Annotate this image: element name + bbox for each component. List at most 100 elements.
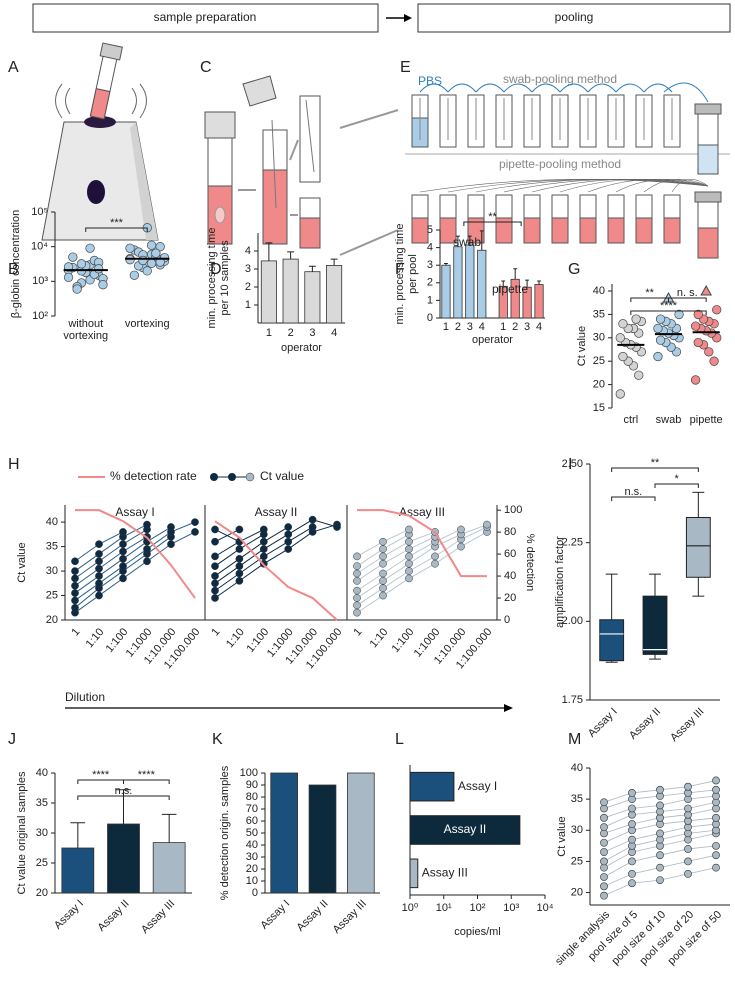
vortexer-shade [130, 122, 158, 240]
error-bar [330, 258, 338, 266]
data-point [618, 351, 628, 362]
data-point [655, 314, 666, 324]
ct-point [308, 523, 317, 531]
ct-line [356, 531, 488, 614]
significance-bracket [611, 467, 699, 472]
ct-line [214, 524, 338, 599]
ct-line [74, 536, 148, 587]
transfer-arc [587, 83, 617, 93]
liquid [411, 217, 429, 244]
ct-point [143, 520, 151, 529]
bar [308, 784, 337, 894]
swab [271, 119, 277, 209]
significance-label: ** [488, 211, 497, 223]
dilution-arrowhead [504, 704, 513, 712]
error-bar [467, 235, 472, 245]
error-bar [287, 251, 295, 260]
data-point [63, 262, 74, 272]
panel-title: Assay I [115, 505, 154, 519]
y-tick-label: 20 [46, 614, 58, 626]
y-tick-label: 2 [427, 277, 433, 289]
transfer-arc [503, 178, 709, 193]
sample-point [600, 857, 608, 866]
x-tick-label: Assay I [586, 706, 620, 740]
error-bar [513, 268, 518, 280]
sample-point [656, 863, 664, 872]
significance-label: *** [110, 217, 124, 229]
data-point [653, 323, 663, 334]
ct-point [95, 564, 103, 573]
header-arrowhead [404, 14, 412, 22]
y-tick-label: 1.75 [562, 694, 583, 706]
y-tick-label: 40 [46, 516, 58, 528]
y-tick-label: 35 [571, 793, 583, 805]
data-point [68, 252, 78, 262]
significance-label: **** [660, 300, 678, 312]
ct-point [119, 528, 127, 536]
ct-point [353, 577, 361, 585]
sample-point [712, 785, 720, 794]
data-point [146, 240, 157, 250]
legend-label: % detection rate [110, 469, 197, 483]
data-point [674, 309, 684, 320]
y-axis-label: Ct value [576, 326, 588, 366]
x-tick-label-box: vortexing [125, 318, 170, 330]
y-tick-label: 3 [245, 263, 251, 275]
sample-point [600, 882, 608, 891]
bar [282, 258, 299, 324]
transfer-arc [643, 83, 673, 93]
bar [152, 842, 186, 894]
vortexer-button [87, 180, 105, 204]
ct-point [379, 545, 387, 553]
transfer-arc [643, 178, 709, 193]
y-tick-label: 20 [593, 379, 605, 391]
swab-tip [214, 206, 226, 224]
y-tick-label: 10² [32, 310, 48, 322]
significance-bracket [85, 227, 148, 232]
x-tick-label: Assay II [295, 898, 331, 934]
ct-point [95, 550, 103, 558]
transfer-arc [663, 82, 709, 103]
ct-point [211, 572, 219, 580]
sample-point [684, 845, 692, 853]
cap [694, 103, 722, 115]
significance-bracket [123, 779, 170, 784]
y-tick-label: 30 [36, 827, 48, 839]
bar [409, 771, 455, 802]
y-tick-label: 40 [246, 839, 258, 851]
y-axis-label: min. processing time [394, 224, 406, 325]
x-tick-label: 4 [331, 327, 337, 339]
method-title: swab-pooling method [503, 72, 617, 86]
data-point [693, 309, 703, 320]
y-tick-label: 10⁴ [31, 241, 48, 253]
panel-label: H [8, 456, 20, 473]
y-tick-label: 80 [504, 526, 516, 538]
y-tick-label: 10 [246, 875, 258, 887]
ct-point [353, 569, 361, 578]
liquid [467, 217, 485, 244]
data-point [129, 270, 139, 280]
y-tick-label: 2.25 [562, 537, 583, 549]
ct-point [405, 559, 413, 568]
significance-label: n.s. [115, 785, 133, 797]
bar [107, 823, 140, 894]
data-point [151, 248, 161, 258]
y-tick-label: 100 [240, 767, 258, 779]
transfer-arc [531, 83, 561, 93]
y-tick-label: 2 [245, 281, 251, 293]
x-tick-label: 1 [209, 626, 222, 638]
outlier [700, 284, 713, 296]
series-label: pipette [492, 282, 528, 296]
y-tick-label: 10³ [32, 275, 48, 287]
y-tick-label: 35 [36, 797, 48, 809]
ct-point [405, 552, 413, 561]
significance-label: ** [645, 287, 654, 299]
y-axis-label: β-globin concentration [10, 210, 22, 318]
sample-point [628, 820, 636, 828]
bar [260, 260, 277, 324]
ct-point [483, 520, 491, 529]
ct-point [259, 552, 268, 561]
ct-point [71, 574, 79, 583]
ct-point [259, 537, 268, 546]
y-tick-label: 40 [593, 285, 605, 297]
